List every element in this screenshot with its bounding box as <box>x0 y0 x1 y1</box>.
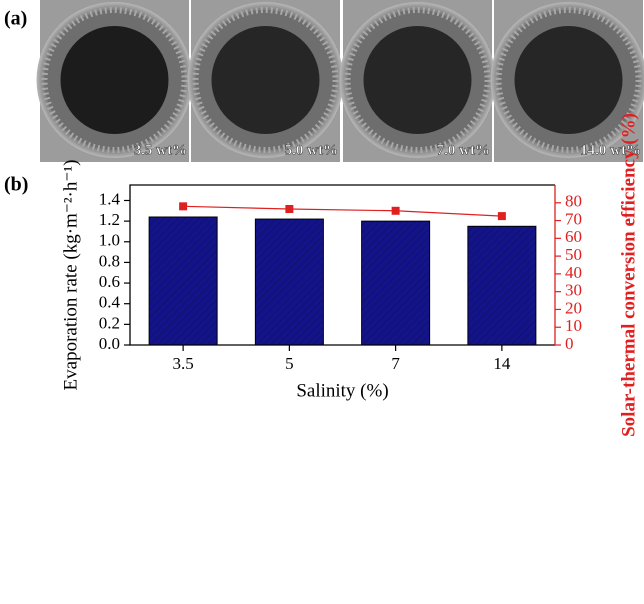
x-tick-label: 7 <box>391 354 400 373</box>
panel-label: (a) <box>4 8 27 30</box>
marker <box>392 207 400 215</box>
y-tick-label: 1.2 <box>99 210 120 229</box>
y2-tick-label: 20 <box>565 298 582 317</box>
photo-strip: 3.5 wt%5.0 wt%7.0 wt%14.0 wt% <box>37 0 644 162</box>
absorber <box>515 26 623 134</box>
y-tick-label: 0.4 <box>99 293 121 312</box>
y-tick-label: 0.6 <box>99 272 120 291</box>
y2-tick-label: 40 <box>565 263 582 282</box>
marker <box>285 205 293 213</box>
bar-hatch <box>362 221 430 345</box>
x-axis-title: Salinity (%) <box>296 380 388 401</box>
page: {"panel_labels": ["(a)", "(b)"], "photos… <box>0 0 644 604</box>
y-tick-label: 0.8 <box>99 251 120 270</box>
absorber <box>61 26 169 134</box>
y2-tick-label: 10 <box>565 316 582 335</box>
figure: (a) (b) 3.5 wt%5.0 wt%7.0 wt%14.0 wt% 0.… <box>0 0 644 604</box>
x-tick-label: 5 <box>285 354 294 373</box>
x-tick-label: 3.5 <box>173 354 194 373</box>
photo-caption: 7.0 wt% <box>437 142 490 158</box>
y2-tick-label: 50 <box>565 245 582 264</box>
photo-caption: 3.5 wt% <box>134 142 187 158</box>
bar-hatch <box>149 217 217 345</box>
y2-tick-label: 80 <box>565 192 582 211</box>
y2-axis-title: Solar-thermal conversion efficiency (%) <box>618 113 639 437</box>
x-tick-label: 14 <box>493 354 511 373</box>
y-axis-title: Evaporation rate (kg·m⁻²·h⁻¹) <box>60 160 81 391</box>
line <box>183 206 502 216</box>
y2-tick-label: 70 <box>565 209 582 228</box>
y2-tick-label: 0 <box>565 334 574 353</box>
y-tick-label: 0.0 <box>99 334 120 353</box>
photo-caption: 5.0 wt% <box>285 142 338 158</box>
marker <box>179 202 187 210</box>
y-tick-label: 1.0 <box>99 231 120 250</box>
absorber <box>212 26 320 134</box>
y2-tick-label: 60 <box>565 227 582 246</box>
panel-label: (b) <box>4 174 28 196</box>
marker <box>498 212 506 220</box>
absorber <box>364 26 472 134</box>
y2-tick-label: 30 <box>565 281 582 300</box>
bar-hatch <box>468 226 536 345</box>
bar-hatch <box>255 219 323 345</box>
y-tick-label: 0.2 <box>99 313 120 332</box>
y-tick-label: 1.4 <box>99 189 121 208</box>
